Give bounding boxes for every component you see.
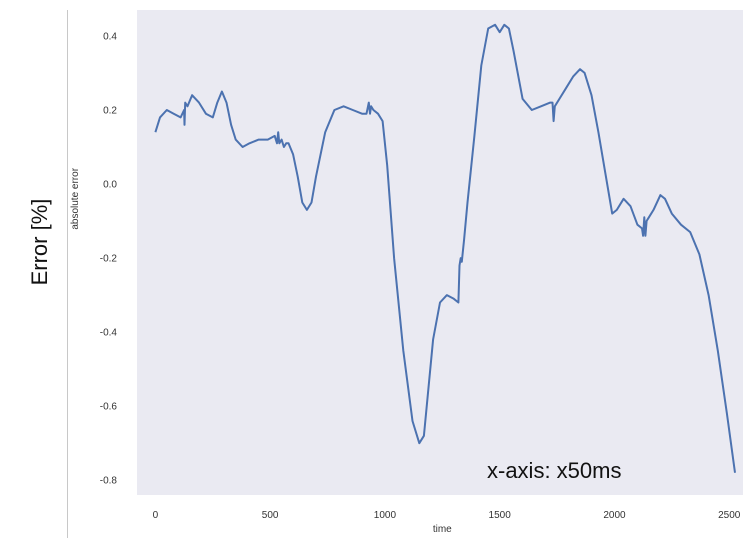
y-tick-label: 0.4	[103, 31, 117, 42]
series-line	[154, 23, 736, 473]
x-axis-note: x-axis: x50ms	[487, 458, 621, 483]
y-tick-label: 0.0	[103, 180, 117, 191]
x-tick-label: 1000	[374, 510, 397, 521]
x-axis-label: time	[433, 524, 452, 535]
y-tick-label: -0.6	[100, 402, 118, 413]
x-tick-label: 0	[153, 510, 159, 521]
x-tick-label: 500	[262, 510, 279, 521]
plot-background	[137, 10, 743, 495]
y-tick-label: 0.2	[103, 105, 117, 116]
y-axis-label: absolute error	[70, 167, 81, 229]
x-tick-label: 1500	[489, 510, 512, 521]
x-tick-label: 2500	[718, 510, 741, 521]
x-tick-label: 2000	[603, 510, 626, 521]
y-tick-label: -0.8	[100, 476, 118, 487]
divider	[67, 10, 68, 538]
y-tick-label: -0.4	[100, 328, 118, 339]
y-tick-label: -0.2	[100, 254, 118, 265]
